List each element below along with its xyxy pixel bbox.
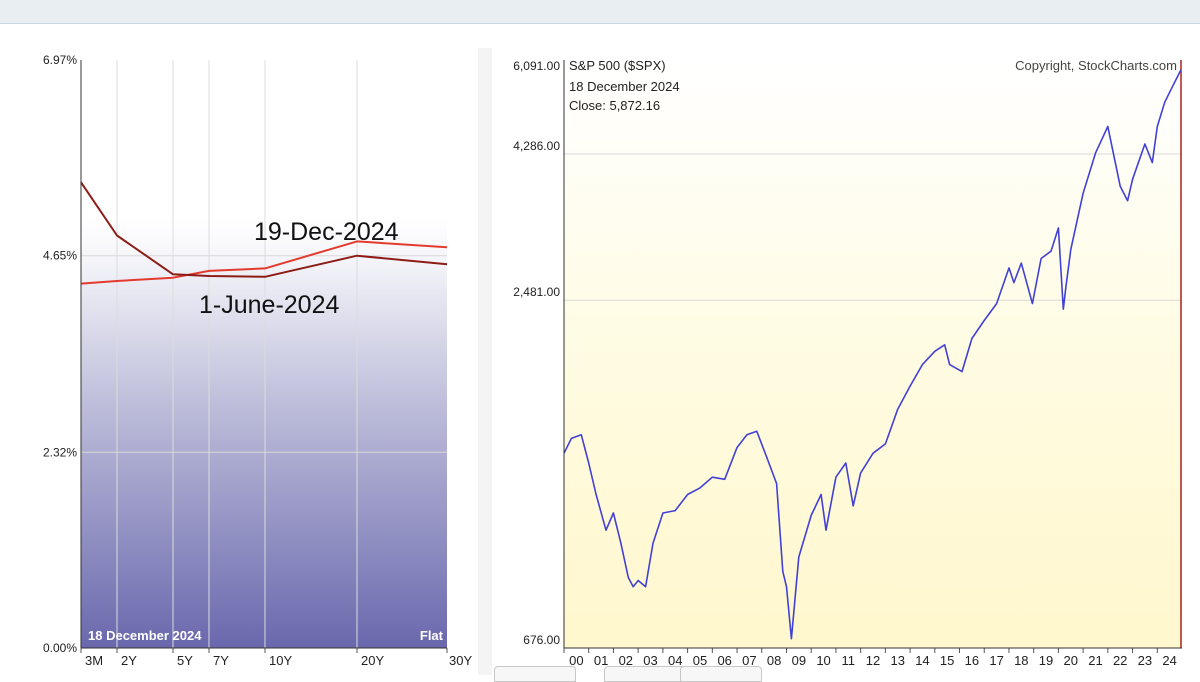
x-tick-label: 11 bbox=[842, 653, 856, 668]
x-tick-label: 23 bbox=[1138, 653, 1152, 668]
yield-curve-x-axis: 3M 2Y 5Y 7Y 10Y 20Y 30Y bbox=[80, 648, 472, 668]
x-tick-label: 04 bbox=[668, 653, 682, 668]
y-tick-label: 4,286.00 bbox=[513, 139, 560, 153]
x-tick-label: 10 bbox=[816, 653, 830, 668]
x-tick-label: 08 bbox=[767, 653, 781, 668]
x-tick-label: 06 bbox=[717, 653, 731, 668]
y-tick-label: 676.00 bbox=[523, 633, 560, 647]
sp500-x-axis: 00 01 02 03 04 05 06 07 08 09 10 11 12 13 14 15 16 17 18 19… bbox=[563, 648, 1177, 668]
sp500-close-label: Close: 5,872.16 bbox=[569, 98, 660, 113]
x-tick-label: 17 bbox=[989, 653, 1003, 668]
yield-curve-status-label: Flat bbox=[420, 628, 444, 643]
bottom-tab[interactable] bbox=[604, 666, 686, 682]
x-tick-label: 20Y bbox=[361, 653, 384, 668]
bottom-tab[interactable] bbox=[494, 666, 576, 682]
x-tick-label: 05 bbox=[693, 653, 707, 668]
sp500-plot-fill bbox=[564, 60, 1182, 648]
x-tick-label: 18 bbox=[1014, 653, 1028, 668]
yield-curve-chart: 6.97% 4.65% 2.32% 0.00% 3M 2Y 5Y 7Y 10Y 20Y 30Y 1… bbox=[16, 48, 478, 675]
x-tick-label: 3M bbox=[85, 653, 103, 668]
bottom-tab[interactable] bbox=[680, 666, 762, 682]
sp500-price-line bbox=[563, 69, 1182, 640]
sp500-y-axis: 6,091.00 4,286.00 2,481.00 676.00 bbox=[513, 59, 560, 647]
x-tick-label: 14 bbox=[915, 653, 929, 668]
yield-curve-plot-fill bbox=[81, 218, 447, 648]
x-tick-label: 16 bbox=[965, 653, 979, 668]
x-tick-label: 00 bbox=[569, 653, 583, 668]
x-tick-label: 03 bbox=[643, 653, 657, 668]
y-tick-label: 2.32% bbox=[43, 445, 77, 459]
x-tick-label: 13 bbox=[890, 653, 904, 668]
y-tick-label: 6.97% bbox=[43, 53, 77, 67]
series-line-current bbox=[80, 240, 448, 285]
chart-stage: 6.97% 4.65% 2.32% 0.00% 3M 2Y 5Y 7Y 10Y 20Y 30Y 1… bbox=[16, 48, 1200, 675]
chart-canvas: 6.97% 4.65% 2.32% 0.00% 3M 2Y 5Y 7Y 10Y 20Y 30Y 1… bbox=[16, 48, 1200, 675]
sp500-date-label: 18 December 2024 bbox=[569, 79, 680, 94]
y-tick-label: 2,481.00 bbox=[513, 285, 560, 299]
x-tick-label: 02 bbox=[619, 653, 633, 668]
sp500-title: S&P 500 ($SPX) bbox=[569, 58, 666, 73]
x-tick-label: 2Y bbox=[121, 653, 137, 668]
x-tick-label: 7Y bbox=[213, 653, 229, 668]
x-tick-label: 01 bbox=[594, 653, 608, 668]
yield-curve-date-label: 18 December 2024 bbox=[88, 628, 202, 643]
sp500-grid bbox=[564, 153, 1182, 301]
yield-curve-y-axis: 6.97% 4.65% 2.32% 0.00% bbox=[43, 53, 77, 655]
yield-curve-series bbox=[80, 181, 448, 285]
x-tick-label: 22 bbox=[1113, 653, 1127, 668]
yield-curve-grid bbox=[81, 60, 447, 648]
y-tick-label: 6,091.00 bbox=[513, 59, 560, 73]
x-tick-label: 07 bbox=[742, 653, 756, 668]
x-tick-label: 20 bbox=[1064, 653, 1078, 668]
x-tick-label: 09 bbox=[792, 653, 806, 668]
x-tick-label: 15 bbox=[940, 653, 954, 668]
x-tick-label: 21 bbox=[1088, 653, 1102, 668]
x-tick-label: 30Y bbox=[449, 653, 472, 668]
sp500-copyright: Copyright, StockCharts.com bbox=[1015, 58, 1177, 73]
y-tick-label: 0.00% bbox=[43, 641, 77, 655]
y-tick-label: 4.65% bbox=[43, 249, 77, 263]
series-line-previous bbox=[80, 181, 448, 278]
series-label-previous: 1-June-2024 bbox=[199, 291, 339, 319]
top-bar bbox=[0, 0, 1200, 24]
x-tick-label: 10Y bbox=[269, 653, 292, 668]
x-tick-label: 24 bbox=[1162, 653, 1176, 668]
x-tick-label: 5Y bbox=[177, 653, 193, 668]
x-tick-label: 12 bbox=[866, 653, 880, 668]
x-tick-label: 19 bbox=[1039, 653, 1053, 668]
series-label-current: 19-Dec-2024 bbox=[254, 218, 399, 246]
